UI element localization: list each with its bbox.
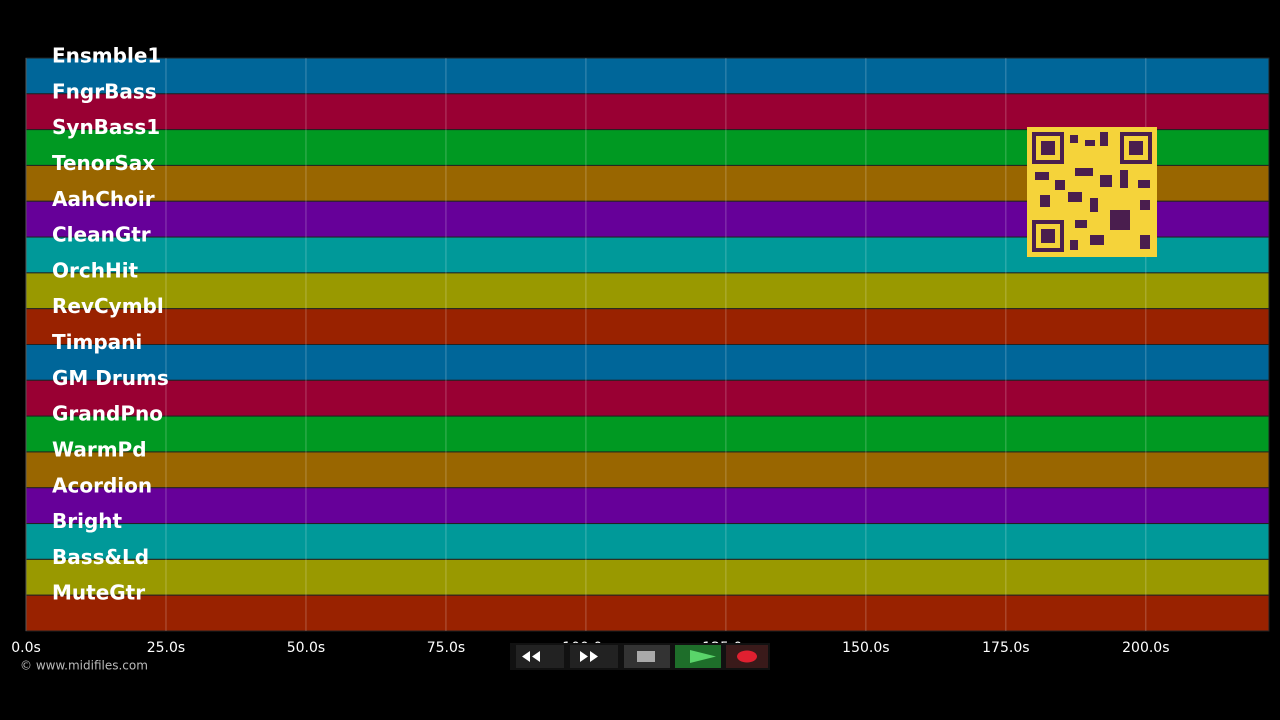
tick-label: 175.0s bbox=[982, 640, 1029, 656]
qr-code bbox=[1027, 127, 1157, 257]
track-band bbox=[25, 379, 1270, 417]
tick-label: 50.0s bbox=[287, 640, 325, 656]
track-label: FngrBass bbox=[52, 79, 157, 103]
grid bbox=[25, 58, 1147, 631]
tick-label: 150.0s bbox=[842, 640, 889, 656]
tick-label: 0.0s bbox=[11, 640, 41, 656]
track-label: AahChoir bbox=[52, 187, 155, 211]
track-label: RevCymbl bbox=[52, 294, 164, 318]
stop-button[interactable] bbox=[624, 645, 670, 668]
track-label: Ensmble1 bbox=[52, 44, 161, 68]
track-band bbox=[25, 308, 1270, 345]
track-label: Acordion bbox=[52, 473, 152, 497]
track-label: SynBass1 bbox=[52, 115, 160, 139]
tick-label: 200.0s bbox=[1122, 640, 1169, 656]
track-band bbox=[25, 415, 1270, 453]
track-label: CleanGtr bbox=[52, 223, 151, 247]
track-band bbox=[25, 594, 1270, 632]
footer: © www.midifiles.com bbox=[20, 659, 148, 673]
track-band bbox=[25, 523, 1270, 560]
play-button[interactable] bbox=[675, 645, 721, 668]
track-band bbox=[25, 487, 1270, 525]
track-label: TenorSax bbox=[52, 151, 155, 175]
rewind-button[interactable] bbox=[516, 645, 564, 668]
record-button[interactable] bbox=[726, 645, 768, 668]
track-label: WarmPd bbox=[52, 437, 147, 461]
track-label: OrchHit bbox=[52, 258, 139, 282]
tick-label: 75.0s bbox=[427, 640, 465, 656]
track-band bbox=[25, 344, 1270, 381]
track-label: MuteGtr bbox=[52, 581, 145, 605]
track-labels: Ensmble1 FngrBass SynBass1 TenorSax AahChoir… bbox=[52, 44, 169, 605]
track-band bbox=[25, 272, 1270, 310]
track-label: Bright bbox=[52, 509, 123, 533]
track-band bbox=[25, 93, 1270, 131]
track-label: Timpani bbox=[52, 330, 142, 354]
track-label: GrandPno bbox=[52, 402, 163, 426]
track-label: GM Drums bbox=[52, 366, 169, 390]
tick-label: 25.0s bbox=[147, 640, 185, 656]
track-band bbox=[25, 451, 1270, 489]
fast-forward-button[interactable] bbox=[570, 645, 618, 668]
transport-controls bbox=[510, 643, 770, 670]
track-band bbox=[25, 57, 1270, 95]
track-band bbox=[25, 558, 1270, 596]
track-label: Bass&Ld bbox=[52, 545, 149, 569]
